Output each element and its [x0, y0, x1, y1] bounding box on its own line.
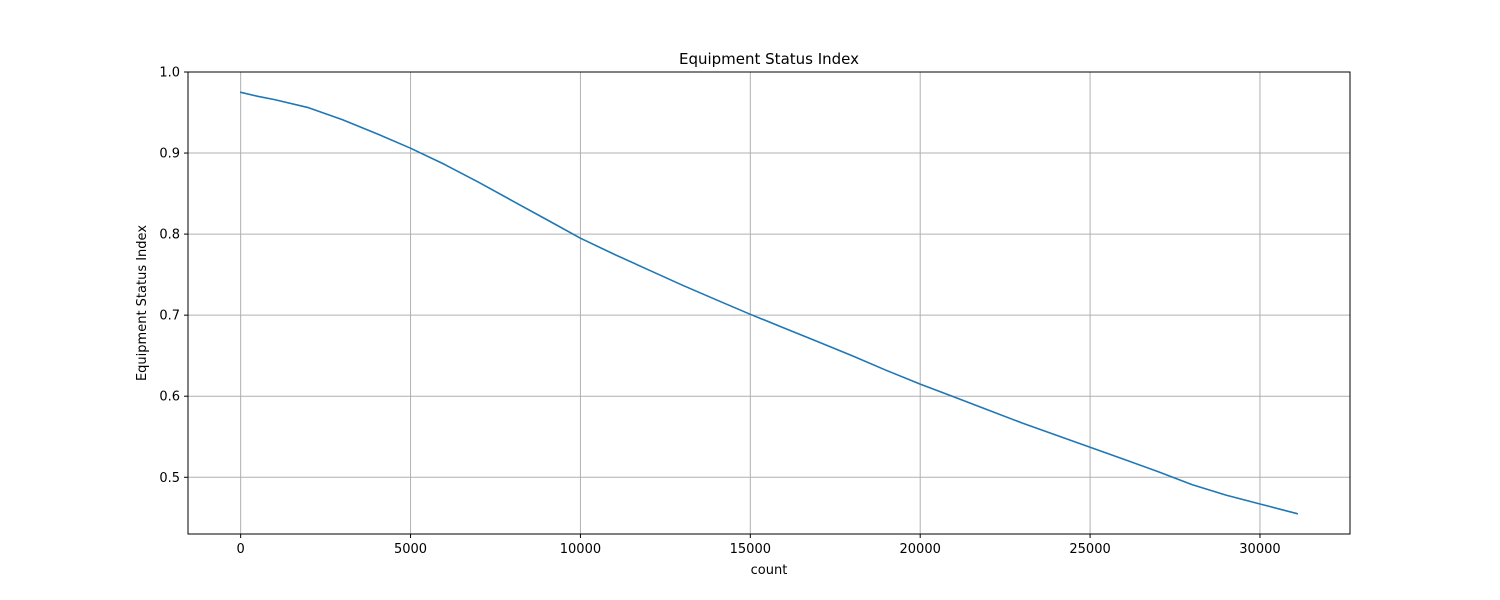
x-tick-label: 25000 [1069, 542, 1110, 557]
x-tick-label: 10000 [560, 542, 601, 557]
y-tick-label: 0.8 [159, 228, 180, 243]
chart-title: Equipment Status Index [679, 50, 859, 68]
plot-frame [187, 71, 1351, 535]
grid-lines [188, 71, 1350, 534]
series-line [239, 91, 1299, 515]
y-tick-label: 1.0 [159, 66, 180, 81]
axis-ticks: 0 5000 10000 15000 20000 25000 30000 0.5 0.6 0.7 0… [159, 66, 1280, 558]
y-tick-label: 0.9 [159, 147, 180, 162]
y-tick-label: 0.6 [159, 390, 180, 405]
y-tick-label: 0.7 [159, 309, 180, 324]
x-tick-label: 5000 [394, 542, 427, 557]
y-tick-label: 0.5 [159, 471, 180, 486]
x-tick-label: 30000 [1239, 542, 1280, 557]
x-axis-label: count [751, 563, 788, 578]
x-tick-label: 20000 [900, 542, 941, 557]
x-tick-label: 15000 [730, 542, 771, 557]
y-axis-label: Equipment Status Index [135, 225, 150, 381]
series-layer [239, 91, 1299, 515]
x-tick-label: 0 [237, 542, 245, 557]
